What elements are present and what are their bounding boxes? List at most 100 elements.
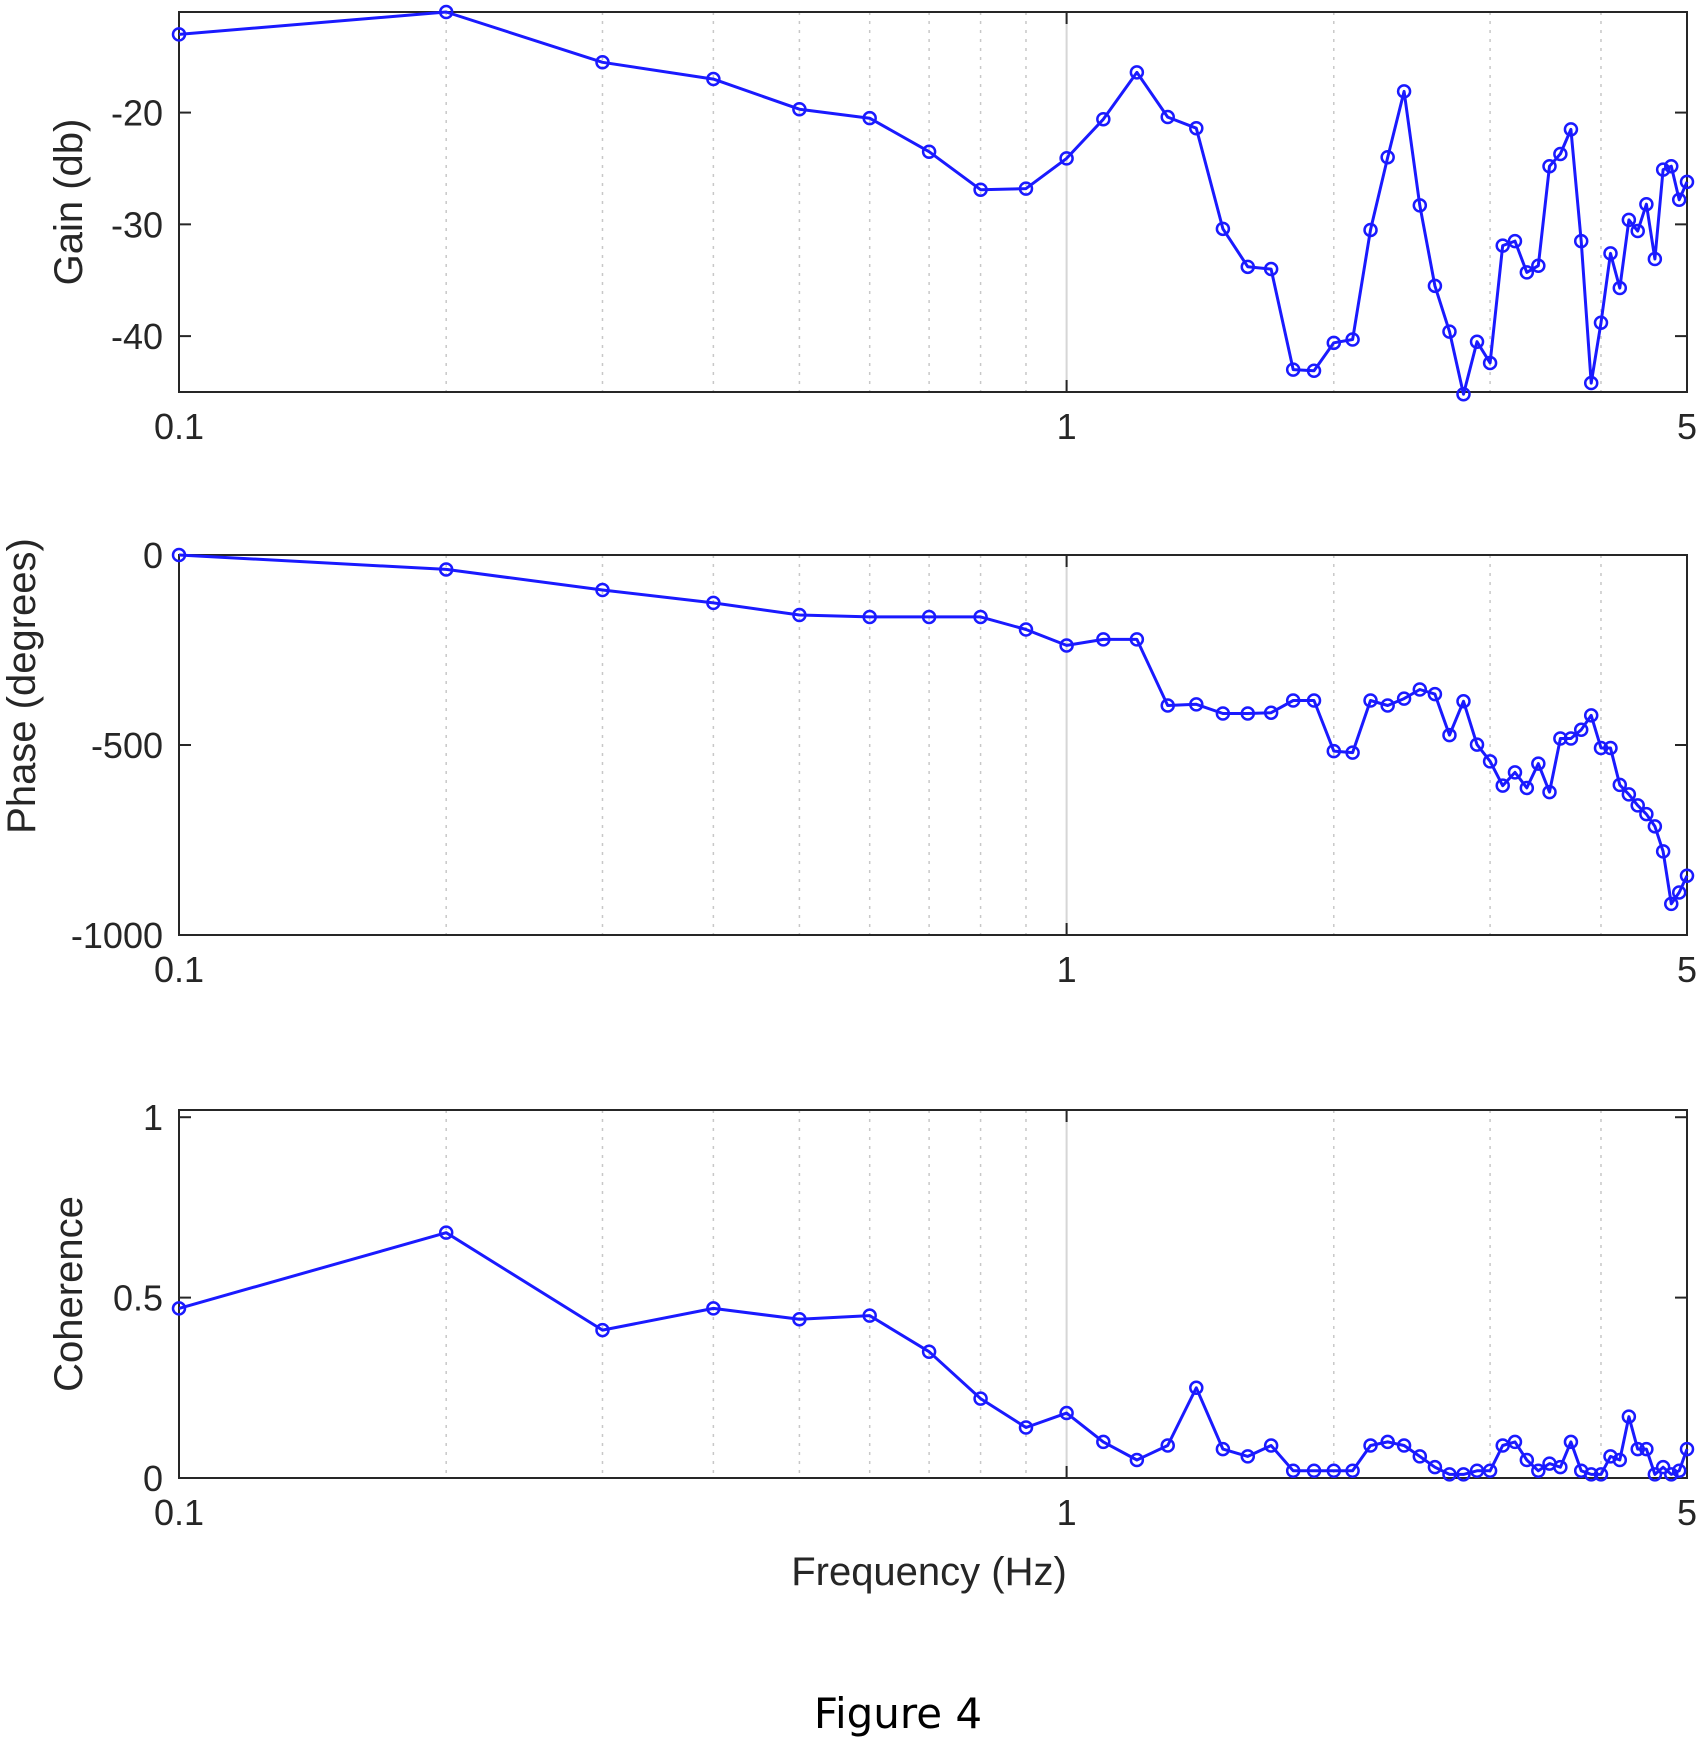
phase-data-point [1326,743,1342,759]
coherence-data-point [1363,1438,1378,1453]
phase-data-point [1583,708,1599,723]
gain-data-point [1380,150,1395,165]
coherence-data-point [1160,1438,1175,1453]
coherence-data-point [1442,1467,1457,1482]
phase-data-point [1603,740,1618,756]
phase-data-point [171,547,187,563]
coherence-xtick-label: 0.1 [154,1492,204,1533]
gain-data-point [1495,238,1510,253]
phase-xtick-label: 0.1 [154,949,204,990]
gain-data-point [1018,181,1034,196]
phase-xtick-label: 5 [1677,949,1697,990]
phase-data-point [1664,896,1679,912]
coherence-data-point [1306,1463,1322,1479]
coherence-data-point [171,1301,187,1316]
gain-ytick-label: -20 [111,93,163,134]
gain-data-point [1679,174,1695,190]
gain-data-point [706,71,721,87]
gain-data-point [921,144,937,159]
phase-data-point [1412,682,1428,697]
coherence-data-point [1018,1420,1034,1435]
gain-data-point [595,55,610,70]
phase-series-line [179,553,1689,906]
gain-data-point [1482,355,1498,371]
phase-y-axis-title: Phase (degrees) [0,538,44,834]
gain-axes-frame [178,11,1688,393]
phase-data-point [1671,885,1687,900]
gain-data-point [862,110,877,126]
coherence-data-point [1345,1463,1360,1479]
gain-data-point [1396,84,1412,99]
phase-data-point [1531,756,1546,771]
coherence-data-point [1189,1380,1204,1396]
phase-data-point [1655,844,1671,859]
phase-data-point [1542,784,1557,800]
phase-data-point [1380,698,1395,713]
coherence-data-point [1664,1467,1679,1482]
phase-data-point [1427,686,1443,702]
coherence-data-point [1563,1434,1579,1450]
gain-data-point [1583,375,1599,391]
coherence-series-line [179,1231,1689,1476]
coherence-data-point [1215,1441,1231,1457]
phase-ytick-label: 0 [143,535,163,576]
gain-data-point [1160,109,1175,125]
coherence-data-point [1456,1467,1471,1482]
phase-ytick-label: -1000 [71,915,163,956]
coherence-y-axis-title: Coherence [47,1196,91,1392]
coherence-subplot: 0 0.5 1 0.1 1 5 Coherence [47,1097,1697,1533]
gain-data-point [1621,212,1637,228]
coherence-data-point [1482,1463,1498,1479]
coherence-data-point [1263,1438,1279,1453]
coherence-xtick-label: 1 [1057,1492,1077,1533]
phase-data-point [1306,693,1322,708]
phase-data-point [1507,765,1523,780]
gain-data-point [171,27,187,42]
gain-data-point [1553,146,1568,162]
coherence-data-point [1639,1441,1654,1457]
coherence-data-point [1096,1434,1111,1450]
gain-data-point [1563,122,1579,137]
coherence-data-point [1285,1463,1301,1479]
coherence-data-point [1412,1449,1428,1464]
phase-data-point [1639,806,1654,822]
coherence-data-point [1583,1467,1599,1482]
coherence-data-point [1621,1409,1637,1424]
gain-ytick-label: -40 [111,316,163,357]
gain-data-point [1630,223,1645,239]
phase-data-point [1563,731,1579,746]
gain-data-point [1285,362,1301,377]
gain-data-point [1427,278,1443,294]
coherence-data-point [921,1344,937,1359]
coherence-data-point [1519,1452,1535,1468]
figure-caption: Figure 4 [814,1689,982,1738]
gain-data-point [1664,158,1679,174]
gain-data-point [1306,363,1322,379]
coherence-data-point [1647,1467,1663,1482]
phase-data-point [1621,787,1637,802]
gain-data-point [1326,335,1342,351]
coherence-xtick-label: 5 [1677,1492,1697,1533]
phase-data-point [1240,706,1256,721]
gain-data-point [1442,324,1457,339]
gain-data-point [1507,233,1523,249]
phase-data-point [1285,693,1301,708]
gain-data-point [1263,261,1279,277]
coherence-data-point [1655,1459,1671,1475]
gain-xtick-label: 5 [1677,406,1697,447]
phase-data-point [1482,754,1498,769]
coherence-data-point [1593,1467,1609,1482]
coherence-data-point [1679,1441,1695,1457]
gain-data-point [1363,222,1378,238]
coherence-data-point [792,1312,807,1327]
phase-data-point [706,595,721,611]
phase-xtick-label: 1 [1057,949,1077,990]
gain-data-point [1542,158,1557,174]
phase-axes-frame [178,554,1688,936]
gain-data-point [1456,386,1471,402]
coherence-data-point [973,1391,988,1406]
phase-data-point [438,562,454,577]
coherence-data-point [1630,1441,1645,1457]
